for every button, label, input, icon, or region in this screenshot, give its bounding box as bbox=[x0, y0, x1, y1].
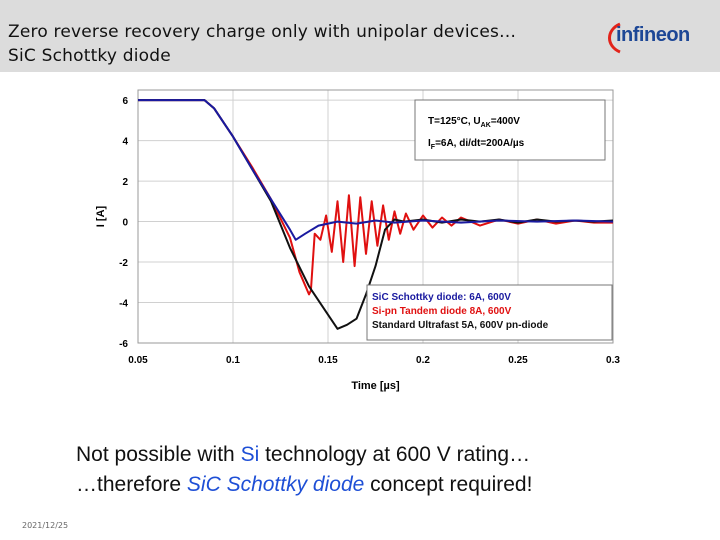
si-highlight: Si bbox=[240, 443, 260, 466]
legend-entry-ultrafast: Standard Ultrafast 5A, 600V pn-diode bbox=[372, 320, 549, 331]
x-tick-label: 0.25 bbox=[508, 355, 528, 366]
legend-entry-tandem: Si-pn Tandem diode 8A, 600V bbox=[372, 306, 512, 317]
series-layer bbox=[138, 99, 614, 330]
sic-schottky-highlight: SiC Schottky diode bbox=[186, 473, 365, 496]
title-line-1: Zero reverse recovery charge only with u… bbox=[8, 22, 517, 42]
x-tick-labels: 0.05 0.1 0.15 0.2 0.25 0.3 bbox=[128, 355, 620, 366]
header-bar: Zero reverse recovery charge only with u… bbox=[0, 0, 720, 72]
y-tick-label: 4 bbox=[122, 137, 128, 148]
y-tick-label: -6 bbox=[119, 339, 128, 350]
y-tick-label: 2 bbox=[122, 177, 128, 188]
conclusion-line-2: …therefore SiC Schottky diode concept re… bbox=[76, 473, 533, 496]
footer-date: 2021/12/25 bbox=[22, 521, 69, 530]
conditions-box: T=125°C, UAK=400V IF=6A, di/dt=200A/µs bbox=[414, 99, 606, 161]
x-tick-label: 0.1 bbox=[226, 355, 240, 366]
y-tick-label: 6 bbox=[122, 96, 128, 107]
y-axis-label: I [A] bbox=[95, 205, 107, 227]
x-tick-label: 0.05 bbox=[128, 355, 148, 366]
y-tick-label: -2 bbox=[119, 258, 128, 269]
conclusion-text: Not possible with Si technology at 600 V… bbox=[76, 440, 532, 500]
x-axis-label: Time [µs] bbox=[351, 380, 400, 392]
y-tick-labels: -6 -4 -2 0 2 4 6 bbox=[119, 96, 128, 350]
slide-title: Zero reverse recovery charge only with u… bbox=[8, 20, 516, 68]
plot-frame bbox=[137, 89, 614, 344]
x-tick-label: 0.2 bbox=[416, 355, 430, 366]
y-tick-label: -4 bbox=[119, 299, 128, 310]
conclusion-line-1: Not possible with Si technology at 600 V… bbox=[76, 443, 531, 466]
logo-text: infineon bbox=[616, 24, 690, 46]
logo-swoosh-icon bbox=[608, 22, 621, 54]
series-line-0 bbox=[138, 99, 614, 241]
recovery-chart: -6 -4 -2 0 2 4 6 0.05 0.1 0.15 0.2 0.25 0.3 I [A] T… bbox=[95, 89, 620, 392]
title-line-2: SiC Schottky diode bbox=[8, 46, 171, 66]
legend: SiC Schottky diode: 6A, 600V Si-pn Tande… bbox=[366, 284, 613, 341]
legend-entry-sic: SiC Schottky diode: 6A, 600V bbox=[372, 292, 511, 303]
conditions-line-1: T=125°C, UAK=400V bbox=[428, 116, 520, 129]
conditions-line-2: IF=6A, di/dt=200A/µs bbox=[428, 138, 525, 151]
y-tick-label: 0 bbox=[122, 218, 128, 229]
x-tick-label: 0.15 bbox=[318, 355, 338, 366]
x-tick-label: 0.3 bbox=[606, 355, 620, 366]
infineon-logo: infineon bbox=[602, 18, 712, 58]
